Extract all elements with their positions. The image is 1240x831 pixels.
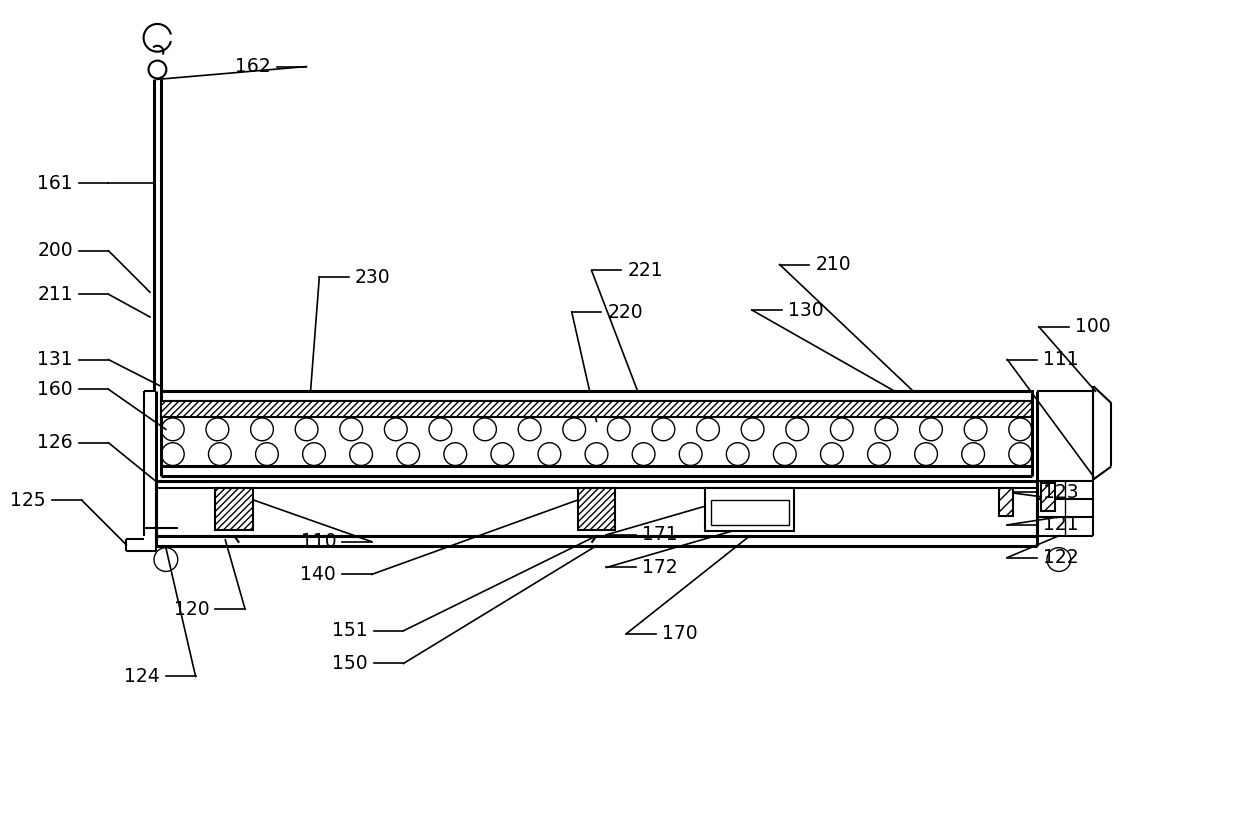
- Text: 171: 171: [642, 525, 678, 544]
- Text: 122: 122: [1043, 548, 1079, 567]
- Text: 120: 120: [174, 599, 210, 618]
- Bar: [706, 489, 795, 531]
- Bar: [1042, 484, 1055, 511]
- Bar: [999, 489, 1013, 516]
- Text: 210: 210: [815, 255, 851, 274]
- Bar: [578, 489, 615, 530]
- Text: 111: 111: [1043, 350, 1079, 369]
- Bar: [161, 391, 1032, 401]
- Text: 211: 211: [37, 285, 73, 303]
- Bar: [712, 500, 789, 525]
- Text: 110: 110: [300, 532, 336, 551]
- Text: 151: 151: [332, 622, 368, 641]
- Text: 161: 161: [37, 174, 73, 193]
- Text: 172: 172: [642, 558, 678, 577]
- Text: 160: 160: [37, 380, 73, 399]
- Text: 230: 230: [355, 268, 391, 287]
- Text: 125: 125: [10, 490, 46, 509]
- Text: 100: 100: [1075, 317, 1110, 337]
- Text: 200: 200: [37, 241, 73, 260]
- Text: 150: 150: [332, 654, 368, 673]
- Text: 123: 123: [1043, 483, 1079, 502]
- Text: 220: 220: [608, 302, 644, 322]
- Text: 126: 126: [37, 433, 73, 452]
- Bar: [161, 401, 1032, 417]
- Text: 121: 121: [1043, 515, 1079, 534]
- Bar: [216, 489, 253, 530]
- Text: 221: 221: [627, 261, 663, 280]
- Text: 170: 170: [662, 624, 697, 643]
- Text: 124: 124: [124, 666, 160, 686]
- Text: 140: 140: [300, 565, 336, 584]
- Text: 131: 131: [37, 350, 73, 369]
- Text: 130: 130: [787, 301, 823, 320]
- Text: 162: 162: [236, 57, 270, 76]
